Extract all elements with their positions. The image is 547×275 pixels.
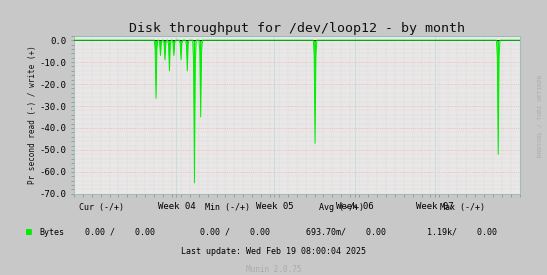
- Text: 0.00 /    0.00: 0.00 / 0.00: [200, 228, 270, 237]
- Text: 1.19k/    0.00: 1.19k/ 0.00: [427, 228, 497, 237]
- Text: Avg (-/+): Avg (-/+): [319, 204, 364, 212]
- Text: Munin 2.0.75: Munin 2.0.75: [246, 265, 301, 274]
- Title: Disk throughput for /dev/loop12 - by month: Disk throughput for /dev/loop12 - by mon…: [129, 21, 465, 35]
- Text: ■: ■: [26, 227, 32, 237]
- Text: Min (-/+): Min (-/+): [205, 204, 249, 212]
- Text: Bytes: Bytes: [39, 228, 65, 237]
- Text: Max (-/+): Max (-/+): [440, 204, 485, 212]
- Y-axis label: Pr second read (-) / write (+): Pr second read (-) / write (+): [27, 45, 37, 184]
- Text: 0.00 /    0.00: 0.00 / 0.00: [85, 228, 155, 237]
- Text: RRDTOOL / TOBI OETIKER: RRDTOOL / TOBI OETIKER: [538, 74, 543, 157]
- Text: Cur (-/+): Cur (-/+): [79, 204, 124, 212]
- Text: Last update: Wed Feb 19 08:00:04 2025: Last update: Wed Feb 19 08:00:04 2025: [181, 247, 366, 256]
- Text: 693.70m/    0.00: 693.70m/ 0.00: [306, 228, 386, 237]
